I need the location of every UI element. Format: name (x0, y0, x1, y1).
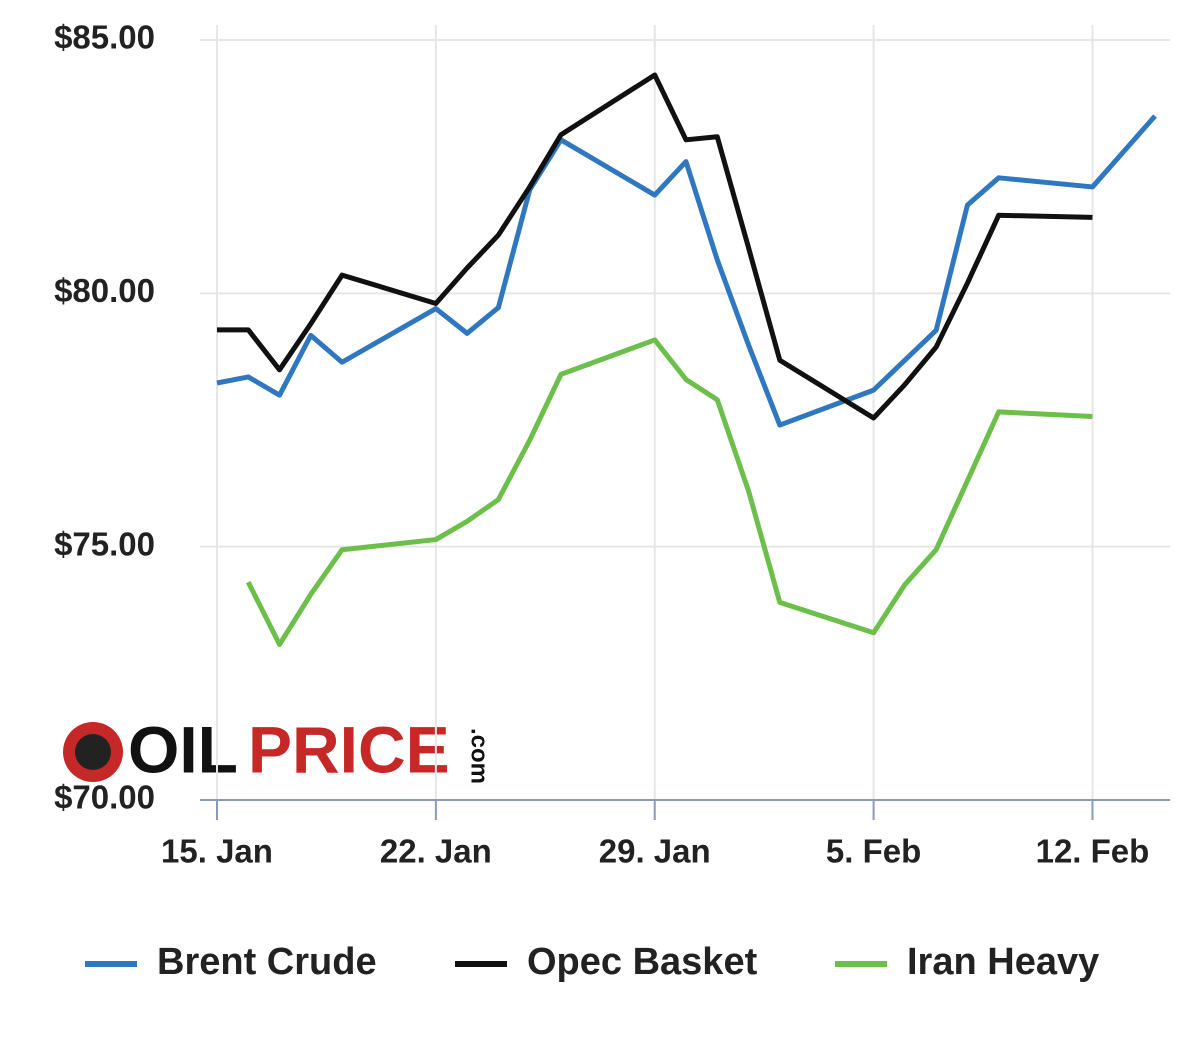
y-tick-label: $80.00 (54, 272, 155, 309)
x-tick-label: 12. Feb (1036, 833, 1150, 870)
logo-text: .com (466, 728, 493, 784)
logo-text: PRICE (248, 712, 450, 786)
y-tick-label: $70.00 (54, 779, 155, 816)
y-tick-label: $85.00 (54, 19, 155, 56)
series-line (217, 72, 1093, 421)
series-line (246, 337, 1093, 647)
x-tick-label: 29. Jan (599, 833, 711, 870)
series-line (216, 114, 1157, 428)
x-tick-label: 15. Jan (161, 833, 273, 870)
x-tick-label: 22. Jan (380, 833, 492, 870)
logo-icon-inner (75, 734, 111, 770)
logo: OIL PRICE .com (63, 712, 493, 786)
x-tick-label: 5. Feb (826, 833, 921, 870)
legend-label: Opec Basket (527, 941, 758, 983)
y-tick-label: $75.00 (54, 525, 155, 562)
logo-text: OIL (128, 712, 238, 786)
legend-label: Brent Crude (157, 941, 377, 983)
legend-label: Iran Heavy (907, 941, 1099, 983)
